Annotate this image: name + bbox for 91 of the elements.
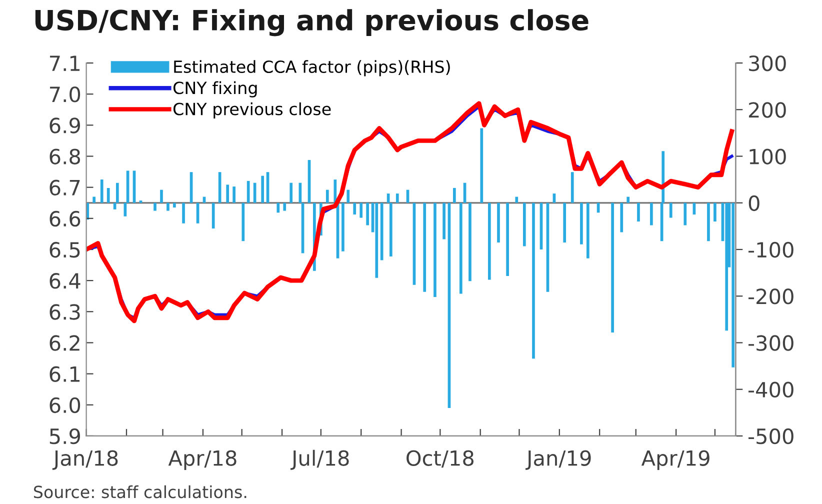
legend-label: CNY previous close [173, 102, 331, 119]
bar [212, 202, 215, 228]
y2-tick-label: -400 [748, 382, 794, 398]
bar [334, 180, 337, 203]
bar [246, 180, 250, 203]
y2-tick-label: 0 [748, 195, 760, 212]
bar [732, 202, 735, 368]
y2-tick-label: -200 [748, 288, 794, 304]
bar [92, 196, 96, 203]
y-tick-label: 6.1 [50, 366, 80, 382]
y-tick-label: 6.4 [50, 273, 80, 289]
bar [650, 202, 653, 226]
y-tick-label: 6.2 [50, 335, 80, 351]
y2-tick-label: -300 [748, 335, 794, 351]
source-note: Source: staff calculations. [34, 485, 246, 498]
bar [522, 202, 526, 246]
bar [326, 190, 329, 203]
bar [620, 202, 624, 232]
bar [552, 194, 556, 203]
bar [353, 202, 356, 215]
y-tick-label: 7.1 [50, 56, 80, 71]
y-tick-label: 6.5 [50, 242, 80, 258]
bar [283, 202, 286, 211]
y-tick-label: 7.0 [50, 86, 80, 102]
x-tick-label: Jul/18 [290, 450, 349, 470]
bar [386, 194, 390, 203]
bar [276, 202, 280, 213]
bar [468, 202, 472, 282]
y-tick-label: 6.3 [50, 304, 80, 320]
bar [160, 190, 163, 203]
chart-title: USD/CNY: Fixing and previous close [35, 9, 588, 36]
y-tick-label: 6.0 [50, 397, 80, 414]
x-tick-label: Jan/19 [526, 450, 591, 470]
bar [506, 202, 509, 276]
bar [497, 202, 500, 242]
bar [173, 202, 176, 208]
bar [580, 202, 583, 244]
y-tick-label: 5.9 [50, 428, 80, 444]
bar [380, 202, 384, 260]
bar [480, 128, 484, 203]
x-tick-label: Jan/18 [52, 450, 118, 470]
y-tick-label: 6.8 [50, 148, 80, 164]
bar [154, 202, 156, 211]
bar [452, 188, 456, 203]
bar [106, 188, 110, 203]
bar [346, 190, 350, 203]
bar [182, 202, 185, 224]
y-tick-label: 6.7 [50, 180, 80, 196]
bar [226, 184, 230, 203]
bar [515, 196, 518, 203]
bar [684, 202, 687, 226]
bar [423, 202, 426, 292]
bar [488, 202, 491, 280]
y-tick-label: 6.9 [50, 118, 80, 134]
bar [360, 202, 363, 218]
bar [434, 202, 436, 298]
legend-label: Estimated CCA factor (pips)(RHS) [174, 60, 450, 76]
bar [261, 176, 264, 203]
y2-tick-label: -100 [748, 242, 794, 258]
bar [166, 202, 170, 211]
bar [725, 202, 728, 331]
bar [586, 202, 590, 258]
bar [396, 194, 399, 203]
bar [100, 180, 104, 203]
bar [532, 202, 535, 359]
bar [232, 186, 236, 203]
y2-tick-label: 300 [749, 55, 786, 72]
bar [366, 202, 370, 226]
y-tick-label: 6.6 [50, 210, 80, 227]
y2-tick-label: -500 [748, 428, 794, 444]
bar [669, 202, 672, 218]
bar [375, 202, 378, 278]
bar [714, 202, 716, 222]
x-tick-label: Apr/19 [641, 450, 710, 470]
y2-tick-label: 100 [750, 148, 786, 164]
bar [707, 202, 710, 242]
bar [626, 196, 630, 203]
bar [290, 182, 293, 203]
bar [563, 202, 566, 242]
y2-tick-label: 200 [749, 102, 786, 118]
bar [637, 202, 640, 222]
bar [342, 202, 344, 252]
bar [389, 202, 392, 256]
bar [611, 202, 614, 332]
legend-label: CNY fixing [173, 81, 257, 98]
x-tick-label: Apr/18 [168, 450, 236, 470]
x-tick-label: Oct/18 [406, 450, 474, 468]
bar [570, 172, 574, 203]
bar [459, 202, 462, 294]
bar [442, 202, 446, 240]
bar [242, 202, 245, 242]
